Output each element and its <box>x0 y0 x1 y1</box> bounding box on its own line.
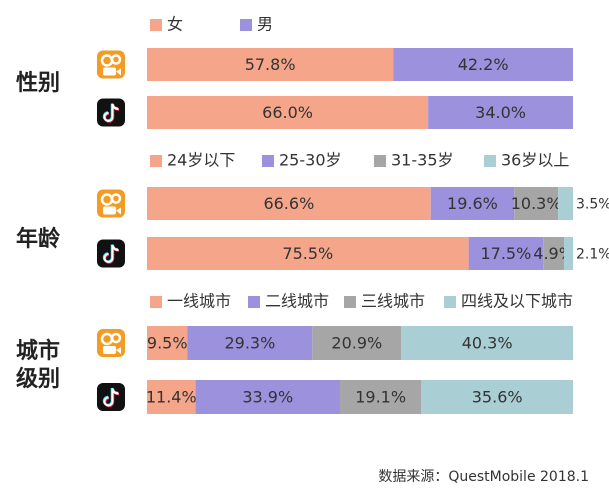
legend-swatch <box>444 296 456 308</box>
kuaishou-icon <box>97 50 125 79</box>
legend-label: 25-30岁 <box>279 151 342 170</box>
row-label: 城市级别 <box>16 339 61 392</box>
kuaishou-icon <box>97 329 125 357</box>
legend-label: 三线城市 <box>361 292 425 311</box>
value-label: 2.1% <box>576 247 609 263</box>
douyin-icon <box>97 98 125 127</box>
value-label: 66.6% <box>263 194 314 213</box>
icon-part <box>103 244 119 263</box>
value-label: 40.3% <box>462 334 513 353</box>
bar-segment <box>147 48 394 81</box>
value-label: 9.5% <box>147 334 188 353</box>
value-label: 42.2% <box>458 55 509 74</box>
legend-label: 31-35岁 <box>391 151 454 170</box>
douyin-icon <box>97 239 125 268</box>
value-label: 66.0% <box>262 103 313 122</box>
icon-part <box>116 347 121 354</box>
legend-label: 一线城市 <box>167 292 231 311</box>
icon-part <box>103 346 116 354</box>
bar-segment <box>558 187 573 220</box>
source-note: 数据来源：QuestMobile 2018.1 <box>378 469 589 485</box>
legend-swatch <box>150 19 162 31</box>
bar-segment <box>421 380 573 414</box>
douyin-icon <box>97 383 125 411</box>
legend-label: 男 <box>257 15 273 34</box>
bar-segment <box>543 237 565 270</box>
row-label: 性别 <box>16 71 61 96</box>
value-label: 4.9% <box>533 244 574 263</box>
bar-segment <box>195 380 340 414</box>
value-label: 19.1% <box>355 388 406 407</box>
legend-label: 二线城市 <box>265 292 329 311</box>
bar-segment <box>564 237 573 270</box>
legend-swatch <box>374 155 386 167</box>
row-label: 年龄 <box>16 227 61 252</box>
icon-part <box>103 206 116 215</box>
bar-segment <box>401 326 573 360</box>
value-label: 11.4% <box>146 388 197 407</box>
bar-segment <box>514 187 559 220</box>
legend-swatch <box>262 155 274 167</box>
value-label: 35.6% <box>472 388 523 407</box>
icon-part <box>110 332 122 344</box>
bar-segment <box>468 237 544 270</box>
legend-swatch <box>248 296 260 308</box>
value-label: 57.8% <box>245 55 296 74</box>
bar-segment <box>187 326 313 360</box>
icon-part <box>103 67 116 76</box>
bar-segment <box>147 380 196 414</box>
legend-swatch <box>484 155 496 167</box>
bar-segment <box>147 96 429 129</box>
icon-part <box>103 103 119 122</box>
icon-part <box>116 68 121 76</box>
bar-segment <box>312 326 402 360</box>
legend-swatch <box>150 155 162 167</box>
bar-segment <box>430 187 515 220</box>
bar-segment <box>147 237 469 270</box>
legend-swatch <box>150 296 162 308</box>
value-label: 3.5% <box>576 197 609 213</box>
icon-part <box>103 388 119 407</box>
value-label: 29.3% <box>224 334 275 353</box>
legend-label: 36岁以上 <box>501 151 569 170</box>
value-label: 10.3% <box>511 194 562 213</box>
value-label: 33.9% <box>242 388 293 407</box>
legend-label: 女 <box>167 15 183 34</box>
legend-label: 四线及以下城市 <box>461 292 573 311</box>
legend-label: 24岁以下 <box>167 151 235 170</box>
bar-segment <box>393 48 573 81</box>
bar-segment <box>428 96 573 129</box>
legend-swatch <box>240 19 252 31</box>
bar-segment <box>147 326 188 360</box>
kuaishou-icon <box>97 189 125 218</box>
value-label: 75.5% <box>282 244 333 263</box>
value-label: 17.5% <box>480 244 531 263</box>
value-label: 34.0% <box>475 103 526 122</box>
icon-part <box>110 193 122 204</box>
icon-part <box>110 54 122 65</box>
bar-segment <box>147 187 431 220</box>
bar-segment <box>339 380 422 414</box>
legend-swatch <box>344 296 356 308</box>
icon-part <box>116 207 121 215</box>
value-label: 19.6% <box>447 194 498 213</box>
value-label: 20.9% <box>331 334 382 353</box>
